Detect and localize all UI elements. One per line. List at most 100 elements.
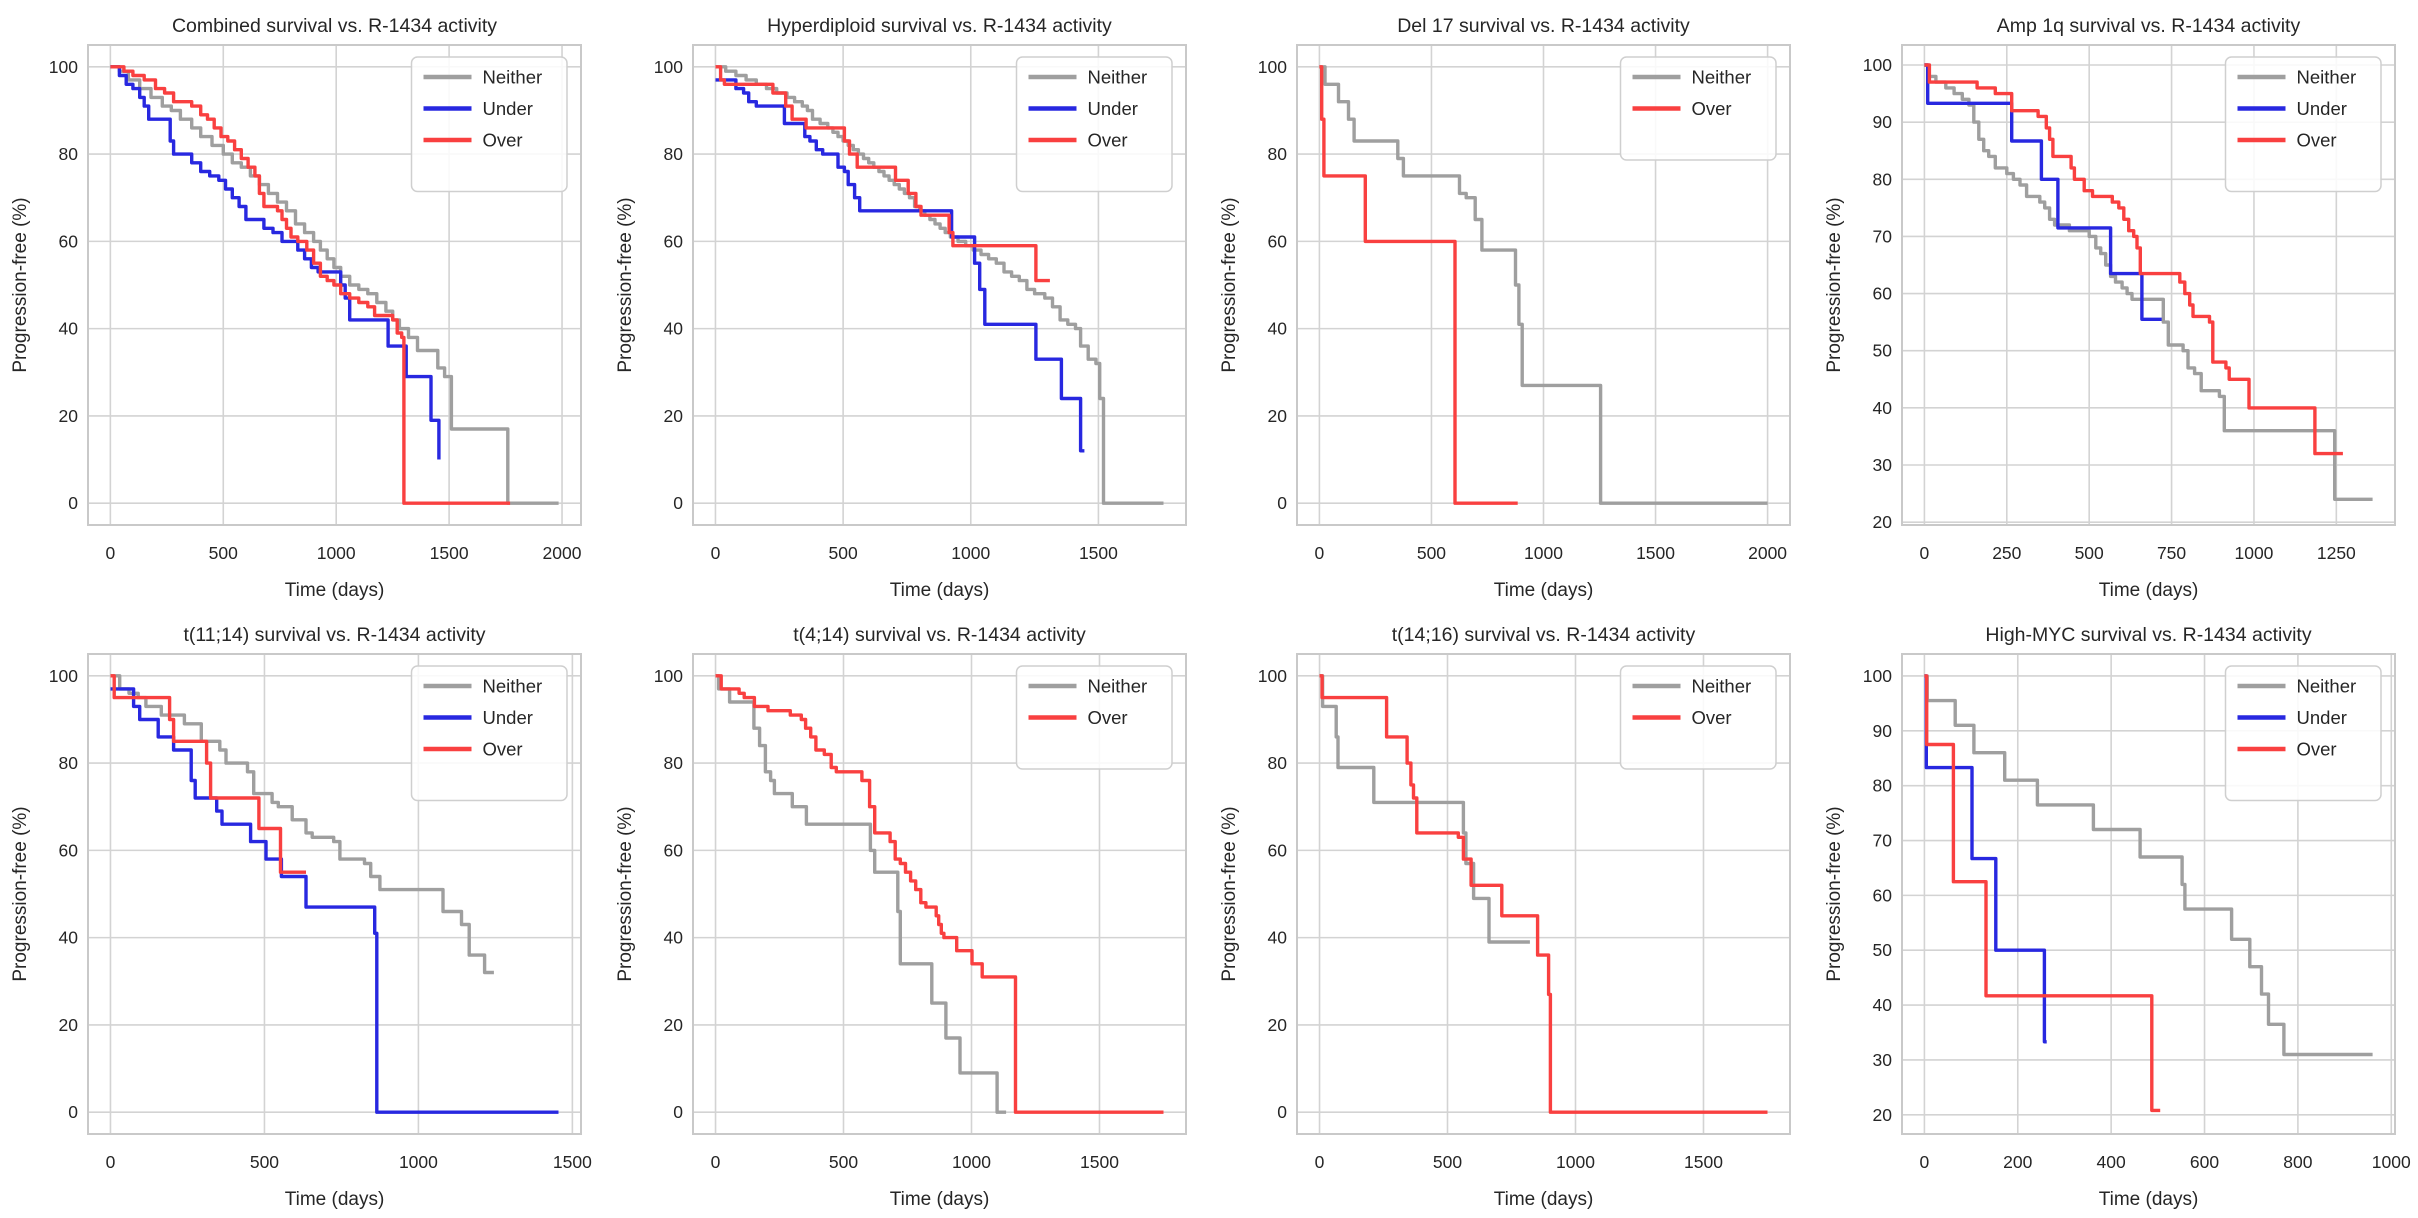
subplot-del17: Del 17 survival vs. R-1434 activity 0 500 1… [1209,0,1814,609]
x-tick-label: 500 [209,543,238,563]
y-axis-label: Progression-free (%) [1219,197,1240,372]
y-tick-label: 100 [49,57,78,77]
plot-frame [1296,44,1791,526]
grid [88,654,581,1134]
legend-box [1015,56,1173,193]
chart-title: t(4;14) survival vs. R-1434 activity [793,624,1086,646]
y-tick-label: 20 [59,406,79,426]
y-tick-labels: 0 20 40 60 80 100 [49,57,78,513]
x-tick-label: 500 [1417,543,1446,563]
y-axis-label: Progression-free (%) [615,197,636,372]
y-tick-label: 40 [1872,995,1892,1015]
legend-label-neither: Neither [2296,676,2356,697]
series-lines [110,674,559,1114]
x-tick-label: 1500 [1684,1152,1723,1172]
series-line-neither [715,65,1163,505]
legend: Neither Under Over [2224,56,2382,193]
y-tick-label: 80 [1872,169,1892,189]
y-tick-label: 0 [1277,1102,1287,1122]
chart-canvas-del17: Del 17 survival vs. R-1434 activity 0 500 1… [1219,15,1791,601]
legend-label-neither: Neither [1087,67,1147,88]
y-tick-label: 0 [673,493,683,513]
plot-frame [691,653,1187,1135]
legend: Neither Under Over [410,665,568,802]
x-tick-label: 0 [1919,1152,1929,1172]
y-tick-label: 100 [49,666,78,686]
y-tick-label: 70 [1872,831,1892,851]
x-tick-label: 0 [106,1152,116,1172]
y-tick-label: 80 [663,144,683,164]
x-tick-label: 1000 [399,1152,438,1172]
chart-title: Combined survival vs. R-1434 activity [172,15,497,37]
y-tick-label: 80 [1268,144,1288,164]
chart-canvas-t14-16: t(14;16) survival vs. R-1434 activity 0 50… [1219,624,1791,1210]
series-line-neither [110,674,494,975]
x-tick-label: 1500 [1078,543,1117,563]
series-line-neither [1319,674,1530,944]
chart-canvas-amp1q: Amp 1q survival vs. R-1434 activity 0 250 5… [1824,15,2396,601]
x-axis-label: Time (days) [1494,580,1594,601]
y-tick-label: 60 [1872,284,1892,304]
y-tick-label: 20 [1872,512,1892,532]
x-tick-label: 0 [1315,1152,1325,1172]
x-tick-labels: 0 500 1000 1500 [1315,1152,1724,1172]
subplot-amp1q: Amp 1q survival vs. R-1434 activity 0 250 5… [1813,0,2418,609]
x-tick-label: 2000 [1748,543,1787,563]
x-tick-labels: 0 500 1000 1500 2000 [105,543,581,563]
legend-label-over: Over [1087,130,1127,151]
x-axis-label: Time (days) [285,580,385,601]
x-axis-label: Time (days) [889,1189,989,1210]
grid [1297,654,1790,1134]
x-tick-label: 1000 [1524,543,1563,563]
x-axis-label: Time (days) [2098,580,2198,601]
x-tick-label: 0 [710,1152,720,1172]
legend-label-over: Over [2296,130,2336,151]
series-line-neither [1923,674,2373,1057]
plot-frame [1296,653,1791,1135]
series-lines [110,65,559,505]
y-tick-label: 30 [1872,1050,1892,1070]
x-axis-label: Time (days) [285,1189,385,1210]
legend-label-neither: Neither [1692,676,1752,697]
x-tick-label: 600 [2189,1152,2218,1172]
x-tick-label: 1000 [2371,1152,2410,1172]
y-tick-labels: 20 30 40 50 60 70 80 90 100 [1862,55,1891,532]
legend-box [1619,665,1777,770]
series-line-over [110,65,511,505]
x-tick-label: 400 [2096,1152,2125,1172]
x-tick-label: 1000 [952,1152,991,1172]
y-tick-label: 100 [653,666,682,686]
y-tick-labels: 0 20 40 60 80 100 [49,666,78,1122]
legend: Neither Under Over [1015,56,1173,193]
x-tick-label: 1500 [1636,543,1675,563]
series-line-over [715,674,1163,1114]
y-tick-labels: 0 20 40 60 80 100 [653,666,682,1122]
legend-label-neither: Neither [2296,67,2356,88]
legend-label-over: Over [483,739,523,760]
y-tick-label: 70 [1872,226,1892,246]
series-lines [715,674,1163,1114]
x-tick-label: 0 [710,543,720,563]
series-line-neither [715,674,1006,1114]
series-line-over [110,674,306,874]
y-tick-label: 60 [663,231,683,251]
series-line-over [1923,674,2160,1113]
chart-title: Hyperdiploid survival vs. R-1434 activit… [767,15,1112,37]
y-tick-label: 100 [653,57,682,77]
legend-label-neither: Neither [483,67,543,88]
series-lines [715,65,1163,505]
plot-frame [87,44,582,526]
chart-canvas-hyperdiploid: Hyperdiploid survival vs. R-1434 activit… [615,15,1187,601]
x-tick-label: 500 [828,543,857,563]
y-tick-label: 0 [68,1102,78,1122]
x-tick-label: 0 [1315,543,1325,563]
legend-box [2224,56,2382,193]
series-line-under [110,687,559,1114]
subplot-combined: Combined survival vs. R-1434 activity 0 50… [0,0,605,609]
x-tick-label: 500 [250,1152,279,1172]
y-tick-label: 90 [1872,721,1892,741]
y-tick-label: 20 [663,406,683,426]
x-tick-label: 1500 [430,543,469,563]
x-tick-labels: 0 200 400 600 800 1000 [1919,1152,2410,1172]
y-tick-label: 20 [1268,1015,1288,1035]
